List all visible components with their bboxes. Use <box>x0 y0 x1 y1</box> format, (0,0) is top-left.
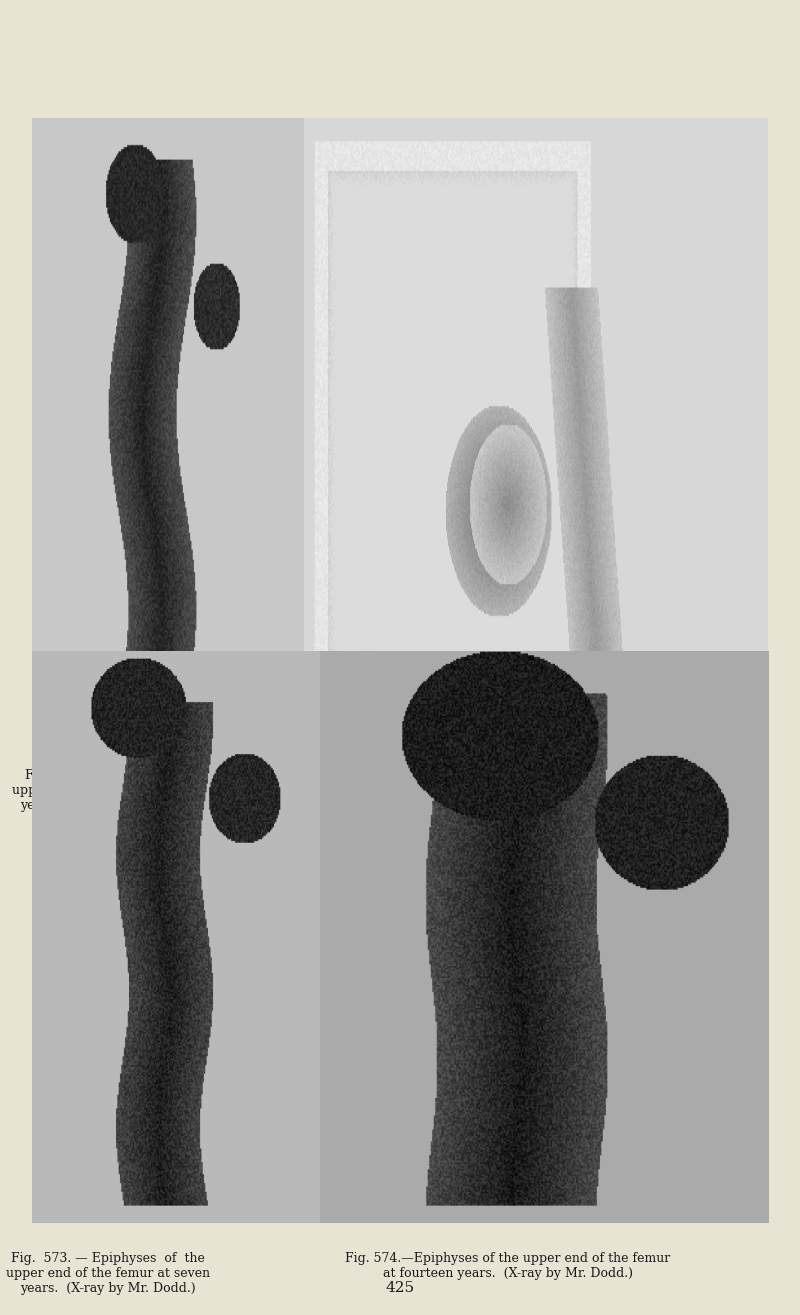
Text: Fig. 572.—Frontal section of left hip-joint in a boy seventeen
and one-half year: Fig. 572.—Frontal section of left hip-jo… <box>330 769 726 813</box>
Text: Fig.  571. — Epiphyses  of
upper end of the femur at five
years.  (X-ray by Mr. : Fig. 571. — Epiphyses of upper end of th… <box>13 769 203 813</box>
Text: 425: 425 <box>386 1281 414 1295</box>
Text: Fig.  573. — Epiphyses  of  the
upper end of the femur at seven
years.  (X-ray b: Fig. 573. — Epiphyses of the upper end o… <box>6 1252 210 1295</box>
Text: Fig. 574.—Epiphyses of the upper end of the femur
at fourteen years.  (X-ray by : Fig. 574.—Epiphyses of the upper end of … <box>346 1252 670 1279</box>
